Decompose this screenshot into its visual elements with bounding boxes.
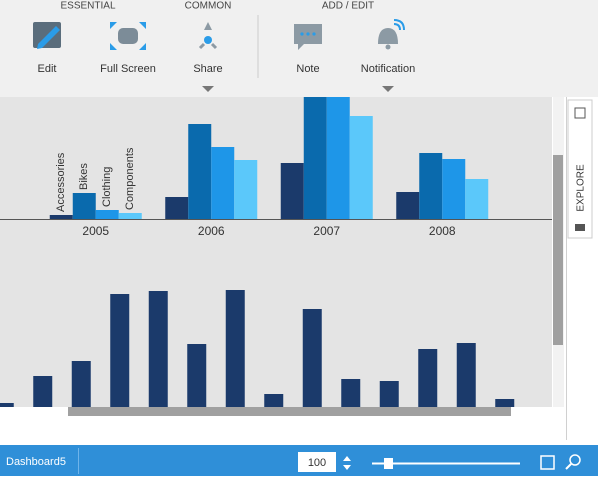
bar (419, 153, 443, 219)
dropdown-arrow (382, 86, 394, 92)
button-label: Full Screen (100, 63, 156, 75)
bar (148, 291, 168, 407)
bar (33, 376, 53, 407)
bar (326, 97, 350, 219)
explore-tab[interactable]: EXPLORE (567, 99, 593, 239)
fullscreen-icon (118, 28, 138, 44)
x-tick-label: 2007 (313, 224, 340, 238)
signal (393, 19, 405, 31)
tab-label: EXPLORE (576, 164, 587, 212)
share-lines (198, 42, 218, 50)
full-screen-button[interactable]: Full Screen (100, 22, 156, 75)
bar (396, 192, 420, 219)
notification-button[interactable]: Notification (361, 19, 415, 92)
x-tick-label: 2006 (198, 224, 225, 238)
group-title: ADD / EDIT (322, 1, 374, 12)
bar (495, 399, 515, 407)
bar (71, 361, 91, 407)
edit-button[interactable]: Edit (33, 22, 61, 75)
dot (300, 32, 304, 36)
bar (95, 210, 119, 219)
bar (0, 403, 14, 407)
bar (110, 294, 130, 407)
button-label: Share (193, 63, 222, 75)
slider-knob[interactable] (384, 458, 393, 469)
fit-icon[interactable] (540, 455, 555, 470)
dot (306, 32, 310, 36)
share-icon (204, 22, 212, 30)
bar (118, 213, 142, 219)
bar (72, 193, 96, 219)
zoom-spinner[interactable] (343, 456, 351, 470)
note-icon (294, 24, 322, 50)
bar (188, 124, 212, 219)
bar (379, 381, 399, 407)
group-title: COMMON (185, 1, 232, 12)
bar (465, 179, 489, 219)
share-button[interactable]: Share (193, 22, 223, 92)
zoom-icon-handle (565, 463, 572, 470)
bar (280, 163, 304, 219)
zoom-value: 100 (308, 457, 326, 469)
bar (187, 344, 207, 407)
button-label: Note (296, 63, 319, 75)
pencil (37, 26, 60, 49)
button-label: Notification (361, 63, 415, 75)
bar (264, 394, 284, 407)
dashboard-name[interactable]: Dashboard5 (6, 456, 66, 468)
bar (165, 197, 189, 219)
note-button[interactable]: Note (294, 24, 322, 75)
series-label: Clothing (101, 167, 113, 207)
bar (234, 160, 258, 219)
x-tick-label: 2005 (82, 224, 109, 238)
group-title: ESSENTIAL (60, 1, 115, 12)
bell-icon (378, 28, 398, 44)
bell-clapper (385, 44, 391, 50)
tab-grip (575, 224, 585, 231)
zoom-box[interactable] (298, 452, 336, 472)
bar (49, 215, 73, 219)
h-scrollbar[interactable] (68, 407, 511, 416)
x-tick-label: 2008 (429, 224, 456, 238)
bar (341, 379, 361, 407)
bar (302, 309, 322, 407)
charts: 2005 Accessories Bikes Clothing Components 20… (0, 97, 515, 407)
bar (225, 290, 245, 407)
series-label: Accessories (55, 152, 67, 212)
zoom-icon[interactable] (569, 454, 581, 466)
bar (349, 116, 373, 219)
bar (211, 147, 235, 219)
bar (418, 349, 438, 407)
dropdown-arrow (202, 86, 214, 92)
tab-icon (574, 107, 586, 119)
series-label: Components (124, 147, 136, 210)
button-label: Edit (38, 63, 57, 75)
bar (456, 343, 476, 407)
v-scrollbar[interactable] (553, 155, 563, 345)
bar (442, 159, 466, 219)
dot (312, 32, 316, 36)
bar (303, 97, 327, 219)
share-node (204, 36, 212, 44)
arrows (110, 22, 146, 50)
tab-bg (567, 99, 593, 239)
series-label: Bikes (78, 163, 90, 190)
